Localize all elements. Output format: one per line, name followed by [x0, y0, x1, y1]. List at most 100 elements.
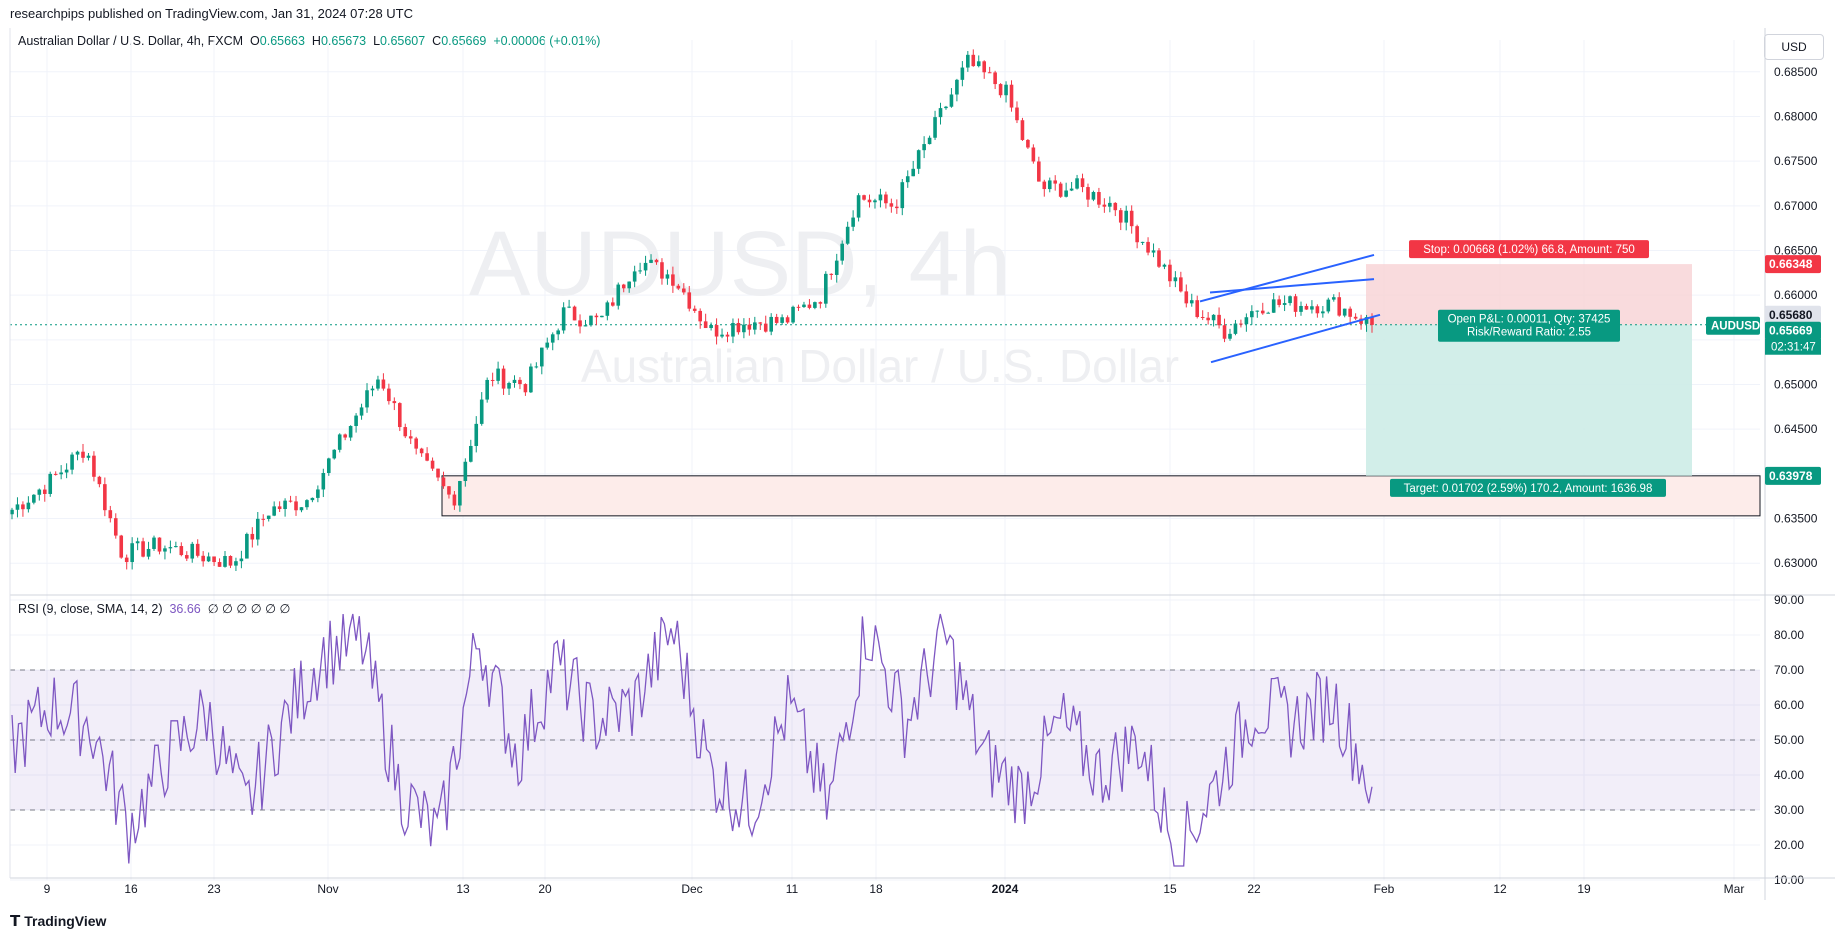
- y-tick-label: 0.66500: [1774, 243, 1818, 257]
- candle-body: [97, 476, 102, 485]
- candle-body: [1042, 181, 1047, 190]
- candle-body: [638, 270, 642, 272]
- candle-body: [1069, 188, 1074, 191]
- candle-body: [834, 260, 839, 275]
- candle-body: [632, 271, 637, 282]
- target-label-text: Target: 0.01702 (2.59%) 170.2, Amount: 1…: [1404, 483, 1653, 495]
- candle-body: [1200, 316, 1205, 318]
- candle-body: [1140, 241, 1145, 243]
- candle-body: [998, 84, 1003, 96]
- candle-body: [1266, 312, 1271, 314]
- candle-body: [1342, 308, 1347, 316]
- currency-button[interactable]: USD: [1764, 34, 1824, 60]
- candle-body: [824, 273, 828, 304]
- high-price-tag: 0.65680: [1769, 308, 1813, 322]
- candle-body: [157, 537, 162, 552]
- candle-body: [103, 484, 107, 511]
- tradingview-logo[interactable]: 𝗧 TradingView: [10, 912, 106, 930]
- candle-body: [447, 486, 451, 495]
- candle-body: [1299, 305, 1303, 312]
- candle-body: [1239, 323, 1243, 325]
- candle-body: [392, 401, 397, 404]
- candle-body: [463, 461, 468, 482]
- candle-body: [425, 453, 429, 461]
- candle-body: [1310, 306, 1314, 310]
- x-tick-label: Dec: [681, 882, 702, 896]
- candle-body: [791, 306, 795, 323]
- candle-body: [692, 308, 697, 311]
- x-tick-label: 2024: [992, 882, 1019, 896]
- candle-body: [1353, 316, 1358, 319]
- candle-body: [174, 546, 178, 548]
- rsi-tick-label: 30.00: [1774, 803, 1804, 817]
- candle-body: [59, 472, 63, 475]
- candle-body: [1260, 310, 1265, 314]
- candle-body: [561, 307, 566, 331]
- candle-body: [376, 379, 380, 389]
- candle-body: [1129, 210, 1134, 227]
- candle-body: [1031, 147, 1036, 162]
- high-label: H: [311, 34, 321, 48]
- target-price-tag-box: [1765, 466, 1821, 485]
- candle-body: [168, 547, 173, 549]
- candle-body: [15, 504, 20, 510]
- countdown-tag: 02:31:47: [1771, 342, 1816, 354]
- y-tick-label: 0.64500: [1774, 422, 1818, 436]
- change-value: +0.00006 (+0.01%): [493, 34, 601, 48]
- candle-body: [1047, 180, 1052, 190]
- rsi-label: RSI (9, close, SMA, 14, 2): [18, 602, 163, 616]
- x-tick-label: 20: [538, 882, 552, 896]
- candle-body: [1004, 84, 1008, 96]
- candle-body: [785, 317, 790, 323]
- candle-body: [802, 304, 806, 308]
- candle-body: [305, 500, 309, 508]
- candle-body: [971, 54, 976, 67]
- y-tick-label: 0.65000: [1774, 378, 1818, 392]
- candle-body: [600, 315, 604, 318]
- candle-body: [201, 555, 205, 562]
- candle-body: [938, 108, 943, 118]
- candle-body: [665, 274, 670, 279]
- candle-body: [359, 407, 364, 416]
- candle-body: [616, 284, 621, 306]
- x-tick-label: 22: [1247, 882, 1261, 896]
- candle-body: [987, 72, 992, 74]
- candle-body: [348, 426, 353, 438]
- candle-body: [223, 556, 227, 567]
- candle-body: [1151, 250, 1156, 253]
- candle-body: [217, 562, 222, 567]
- candle-body: [239, 558, 244, 562]
- x-tick-label: 23: [207, 882, 221, 896]
- candle-body: [92, 455, 96, 477]
- candle-body: [10, 509, 14, 515]
- x-tick-label: 9: [44, 882, 51, 896]
- candle-body: [534, 366, 539, 368]
- y-tick-label: 0.63500: [1774, 512, 1818, 526]
- candle-body: [245, 533, 249, 559]
- candle-body: [1217, 314, 1221, 326]
- candle-body: [397, 403, 402, 428]
- candle-body: [70, 454, 74, 470]
- candle-body: [753, 322, 757, 330]
- candle-body: [851, 217, 855, 227]
- y-tick-label: 0.66000: [1774, 288, 1818, 302]
- candle-body: [813, 302, 817, 308]
- candle-body: [1250, 311, 1254, 318]
- rsi-value: 36.66: [169, 602, 201, 616]
- candle-body: [507, 382, 511, 389]
- channel-lower-line: [1210, 313, 1381, 364]
- candle-body: [283, 500, 287, 510]
- candle-body: [75, 451, 80, 455]
- candle-body: [698, 310, 702, 322]
- candle-body: [1118, 210, 1123, 223]
- candle-body: [976, 61, 981, 67]
- candle-body: [294, 501, 298, 511]
- rsi-tick-label: 80.00: [1774, 628, 1804, 642]
- candle-body: [949, 94, 954, 107]
- candle-body: [895, 206, 899, 209]
- candle-body: [829, 273, 834, 275]
- low-label: L: [373, 34, 381, 48]
- tradingview-logo-icon: 𝗧: [10, 913, 21, 930]
- candle-body: [1288, 296, 1292, 304]
